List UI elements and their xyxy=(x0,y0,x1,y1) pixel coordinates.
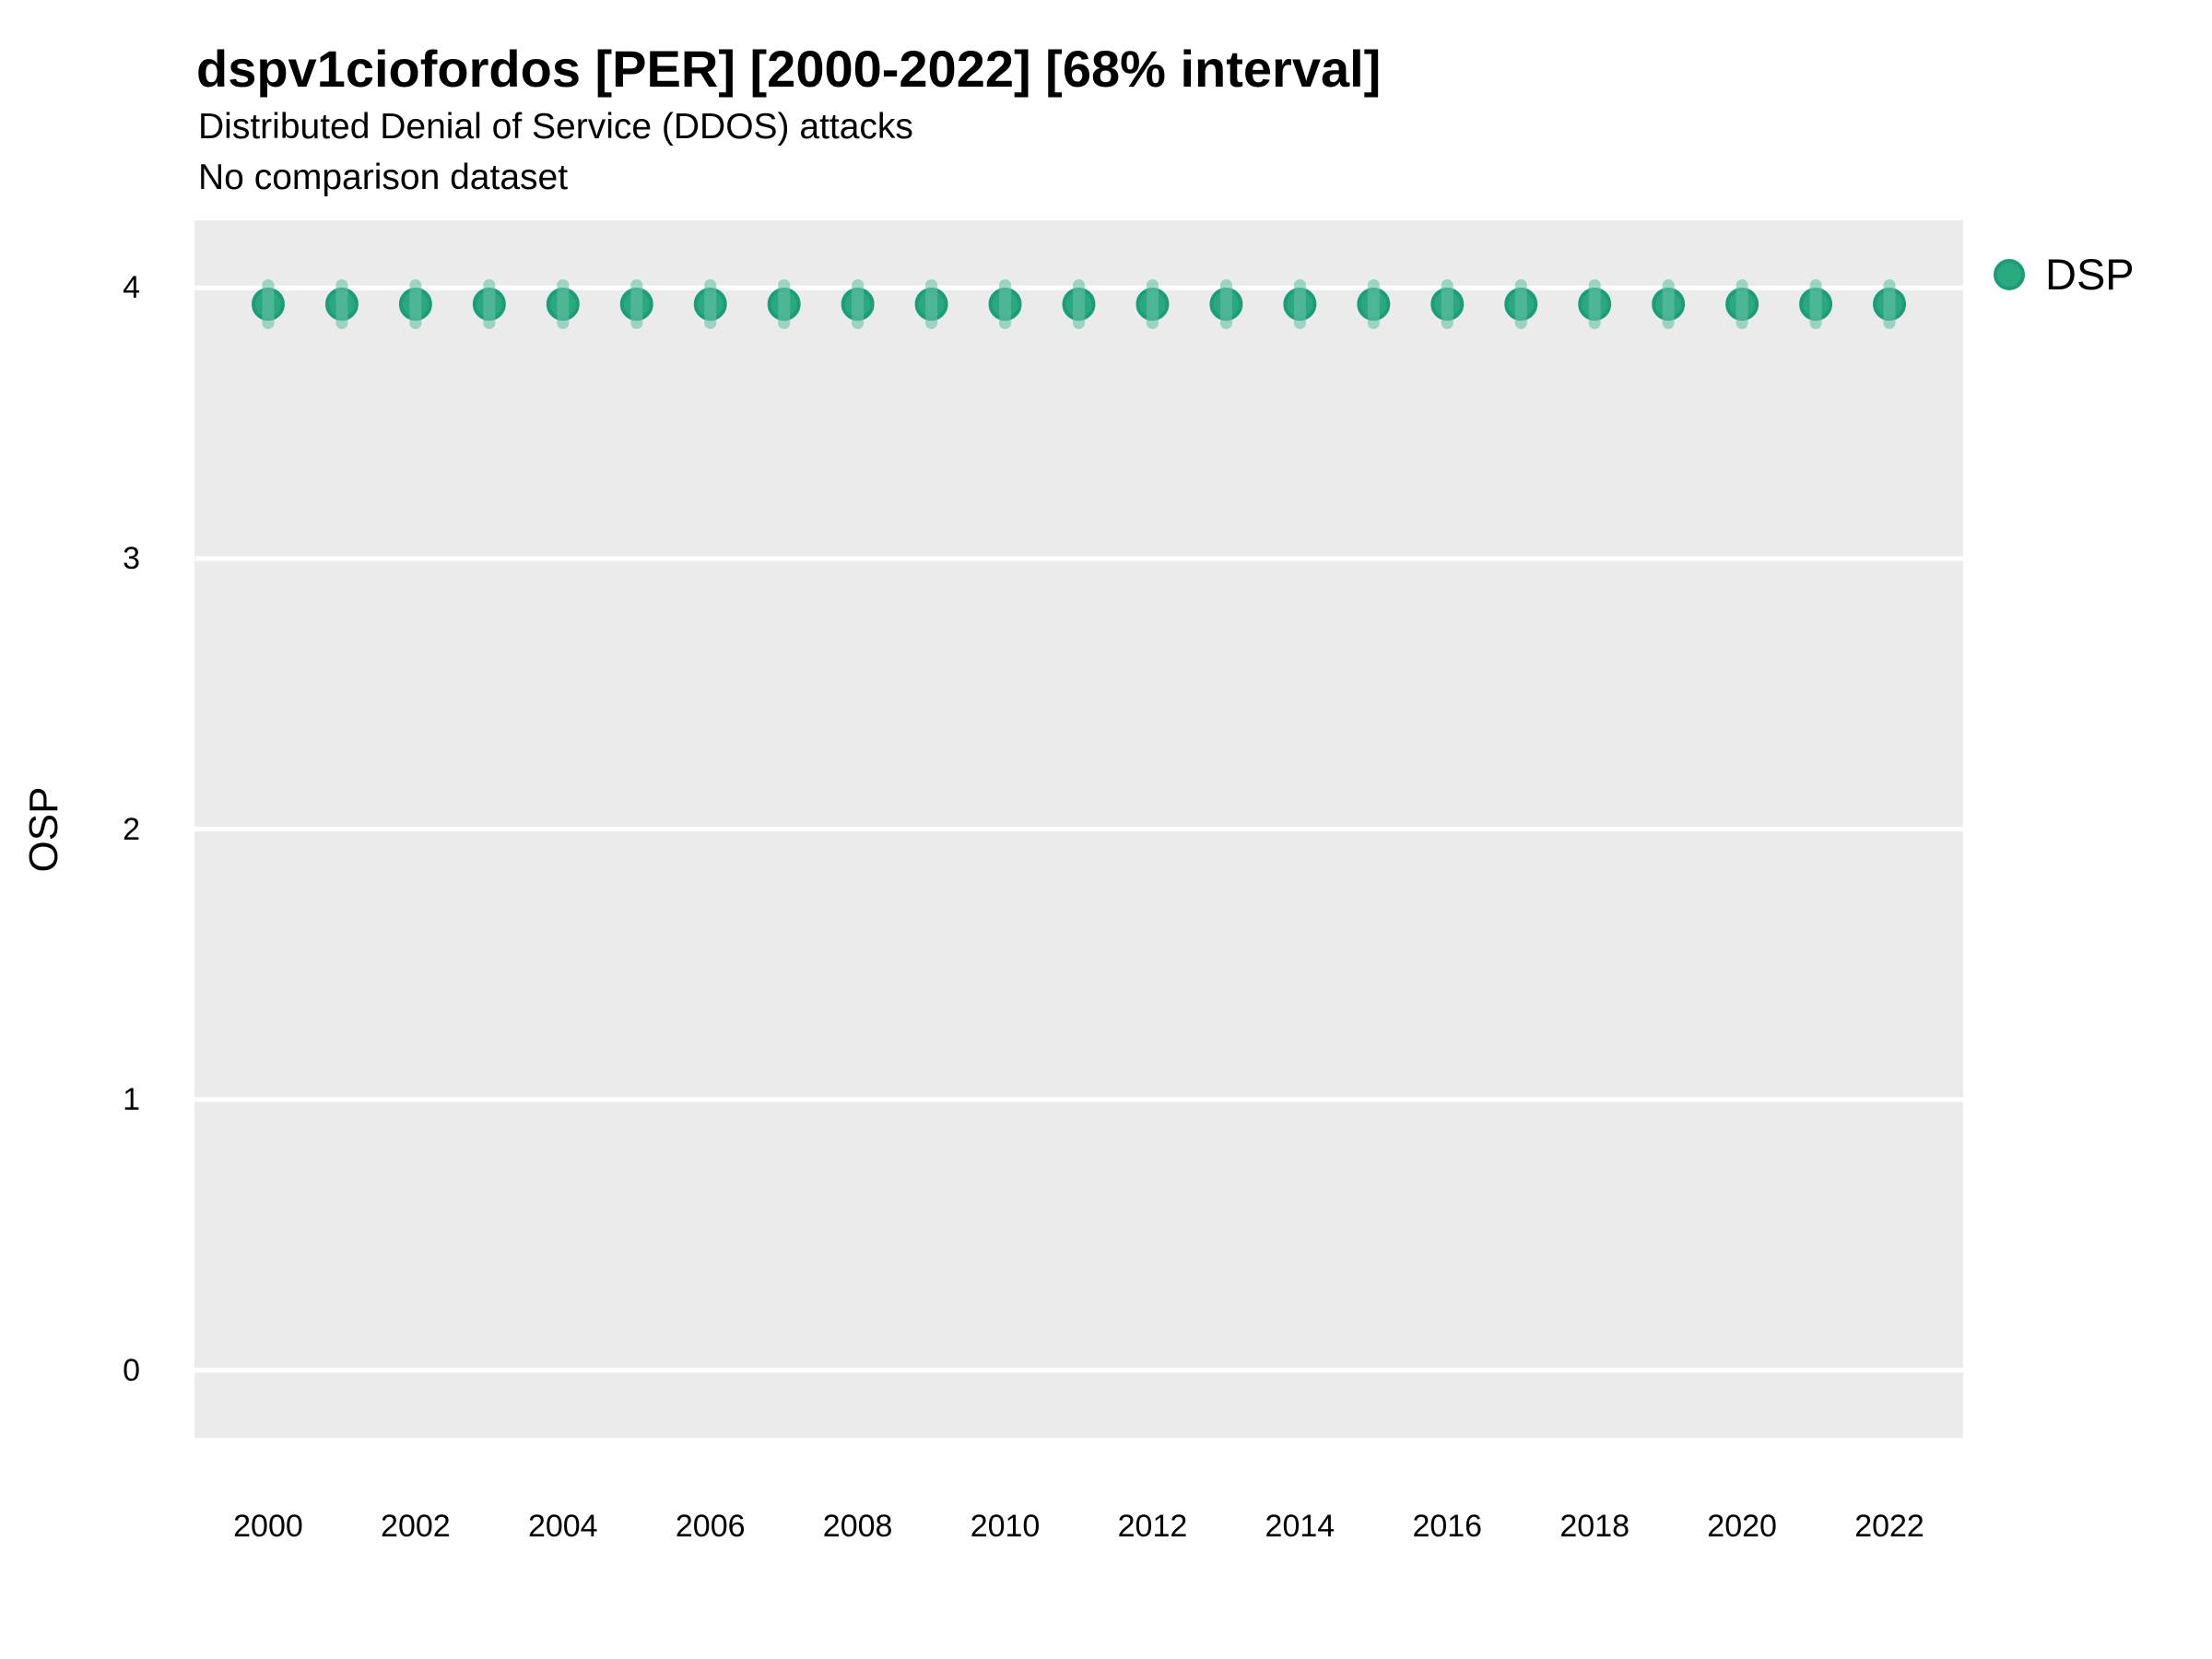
y-tick-label-3: 3 xyxy=(123,540,140,576)
x-tick-label-2016: 2016 xyxy=(1412,1509,1483,1544)
x-tick-label-2014: 2014 xyxy=(1265,1509,1335,1544)
y-tick-label-4: 4 xyxy=(123,270,140,306)
legend-label: DSP xyxy=(2045,250,2135,299)
chart-note-no-comparison: No comparison dataset xyxy=(198,158,569,197)
y-tick-label-2: 2 xyxy=(123,811,140,847)
x-tick-label-2010: 2010 xyxy=(970,1509,1041,1544)
chart-title: dspv1ciofordos [PER] [2000-2022] [68% in… xyxy=(196,40,1382,98)
x-tick-label-2006: 2006 xyxy=(675,1509,746,1544)
legend: DSP xyxy=(1994,249,2135,300)
x-tick-label-2004: 2004 xyxy=(527,1509,598,1544)
y-tick-label-0: 0 xyxy=(123,1352,140,1388)
plot-panel xyxy=(194,220,1963,1438)
x-tick-label-2012: 2012 xyxy=(1117,1509,1188,1544)
x-tick-label-2000: 2000 xyxy=(233,1509,303,1544)
x-tick-label-2002: 2002 xyxy=(381,1509,451,1544)
x-tick-label-2008: 2008 xyxy=(822,1509,893,1544)
x-tick-label-2020: 2020 xyxy=(1707,1509,1777,1544)
x-tick-label-2022: 2022 xyxy=(1854,1509,1924,1544)
legend-circle-icon xyxy=(1994,259,2025,290)
chart-subtitle: Distributed Denial of Service (DDOS) att… xyxy=(198,107,913,147)
y-tick-label-1: 1 xyxy=(123,1082,140,1118)
x-tick-label-2018: 2018 xyxy=(1559,1509,1630,1544)
